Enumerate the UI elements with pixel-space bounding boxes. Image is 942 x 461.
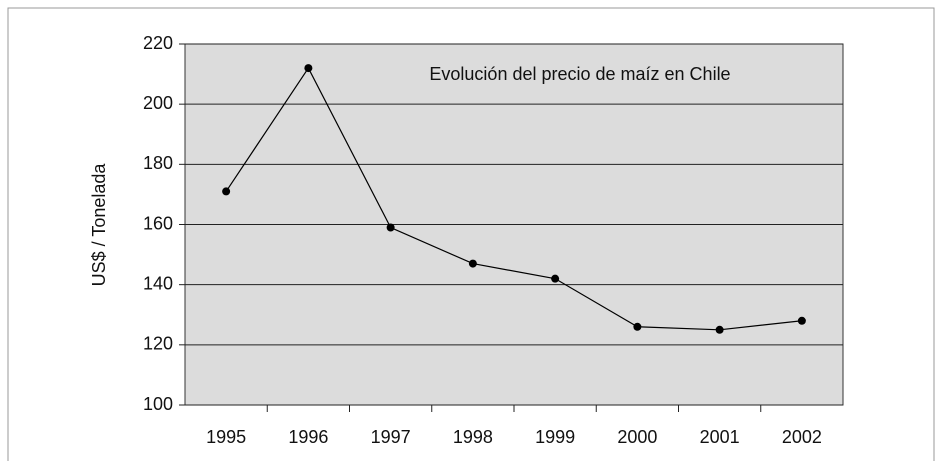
x-tick-label: 1997: [371, 427, 411, 447]
point: [386, 223, 395, 232]
y-tick-label: 180: [143, 153, 173, 173]
y-tick-label: 100: [143, 394, 173, 414]
point: [633, 322, 642, 331]
x-tick-label: 1999: [535, 427, 575, 447]
point: [715, 325, 724, 334]
y-tick-label: 140: [143, 273, 173, 293]
point: [468, 259, 477, 268]
point: [304, 64, 313, 73]
y-tick-label: 220: [143, 33, 173, 53]
point: [797, 316, 806, 325]
x-tick-label: 2000: [617, 427, 657, 447]
point: [551, 274, 560, 283]
chart-title: Evolución del precio de maíz en Chile: [429, 64, 730, 84]
x-tick-label: 2001: [700, 427, 740, 447]
y-tick-label: 160: [143, 213, 173, 233]
y-tick-label: 120: [143, 334, 173, 354]
point: [222, 187, 231, 196]
line: [225, 66, 802, 331]
x-tick-label: 1996: [288, 427, 328, 447]
y-axis-label: US$ / Tonelada: [89, 163, 109, 287]
x-tick-label: 1998: [453, 427, 493, 447]
y-tick-label: 200: [143, 93, 173, 113]
x-tick-label: 2002: [782, 427, 822, 447]
frame: [7, 7, 935, 461]
x-tick-label: 1995: [206, 427, 246, 447]
